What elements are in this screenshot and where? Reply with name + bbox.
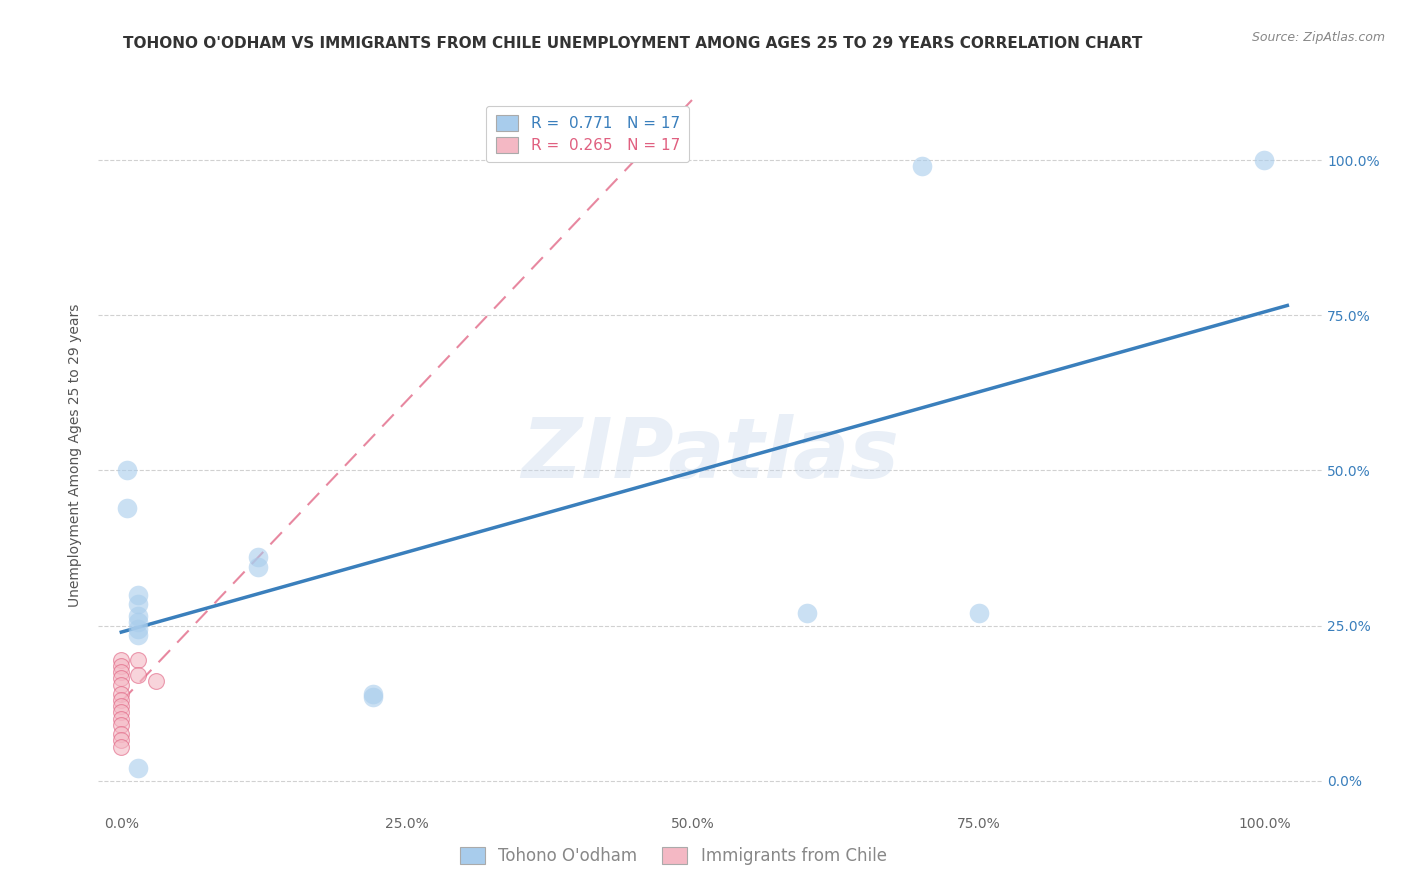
Point xyxy=(110,718,132,732)
Point xyxy=(361,690,384,704)
Point xyxy=(110,693,132,707)
Point xyxy=(796,606,818,620)
Point xyxy=(110,727,132,741)
Point xyxy=(110,733,132,747)
Point xyxy=(910,160,932,174)
Point xyxy=(127,668,149,682)
Point xyxy=(110,659,132,673)
Text: Source: ZipAtlas.com: Source: ZipAtlas.com xyxy=(1251,31,1385,45)
Point xyxy=(127,609,149,624)
Point xyxy=(110,653,132,667)
Point xyxy=(110,671,132,685)
Point xyxy=(127,615,149,630)
Point xyxy=(127,597,149,611)
Point xyxy=(115,500,138,515)
Point xyxy=(247,559,270,574)
Point xyxy=(145,674,167,689)
Point xyxy=(127,628,149,642)
Point xyxy=(127,588,149,602)
Point xyxy=(110,706,132,720)
Point xyxy=(967,606,990,620)
Point xyxy=(1253,153,1275,168)
Point xyxy=(110,712,132,726)
Point xyxy=(110,739,132,754)
Text: TOHONO O'ODHAM VS IMMIGRANTS FROM CHILE UNEMPLOYMENT AMONG AGES 25 TO 29 YEARS C: TOHONO O'ODHAM VS IMMIGRANTS FROM CHILE … xyxy=(122,36,1143,51)
Text: ZIPatlas: ZIPatlas xyxy=(522,415,898,495)
Point xyxy=(110,665,132,679)
Point xyxy=(247,550,270,565)
Point xyxy=(115,463,138,477)
Point xyxy=(127,653,149,667)
Point xyxy=(110,677,132,691)
Point xyxy=(110,687,132,701)
Point xyxy=(110,699,132,714)
Y-axis label: Unemployment Among Ages 25 to 29 years: Unemployment Among Ages 25 to 29 years xyxy=(67,303,82,607)
Point xyxy=(127,622,149,636)
Point xyxy=(127,761,149,775)
Point xyxy=(361,687,384,701)
Legend: Tohono O'odham, Immigrants from Chile: Tohono O'odham, Immigrants from Chile xyxy=(450,837,897,875)
